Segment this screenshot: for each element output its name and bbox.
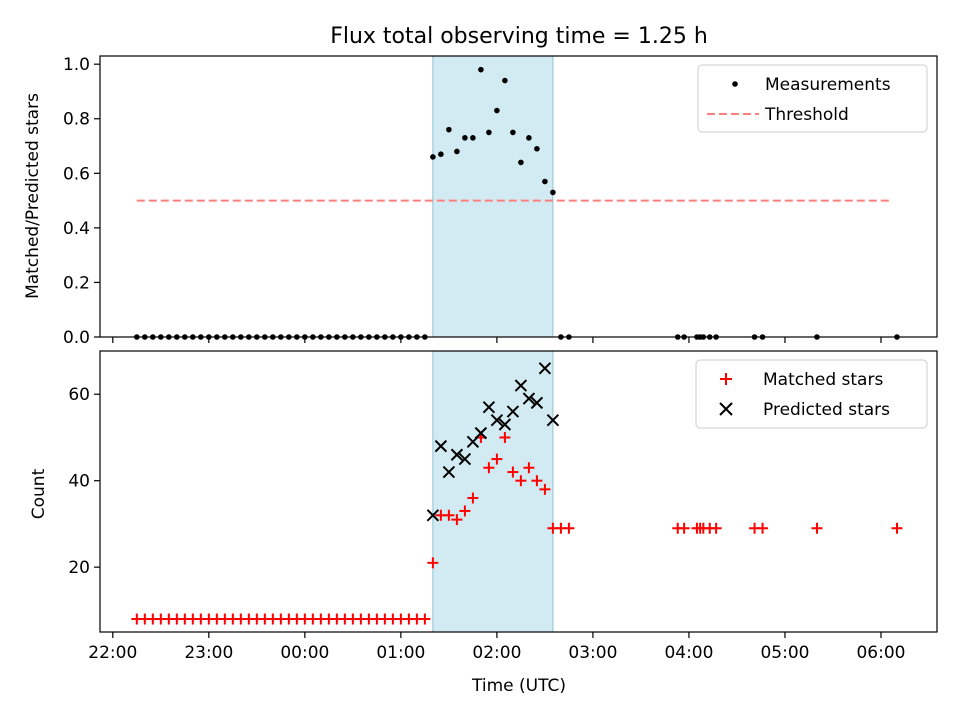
matched-star-point [710,522,722,534]
count-ytick-label: 40 [68,472,90,492]
ratio-y-axis-label: Matched/Predicted stars [23,93,43,299]
matched-star-point [515,475,527,487]
matched-star-point [507,466,519,478]
count-ytick-label: 20 [68,558,90,578]
xtick-label: 03:00 [568,643,617,663]
ratio-ytick-label: 0.4 [63,219,90,239]
legend-measurements-label: Measurements [765,75,891,95]
matched-star-point [531,475,543,487]
predicted-star-point [514,379,528,392]
measurement-point [446,126,452,133]
ratio-highlight-span [432,55,554,338]
xtick-label: 00:00 [280,643,329,663]
measurement-point [486,129,492,136]
predicted-star-point [490,413,504,427]
matched-star-point [523,462,535,474]
legend-predicted-label: Predicted stars [763,400,890,420]
matched-star-point [539,483,551,495]
measurement-point [510,129,516,136]
predicted-star-point [498,418,512,431]
matched-star-point [491,453,503,465]
xtick-label: 06:00 [856,643,905,663]
predicted-star-point [458,452,472,466]
ratio-legend: Measurements Threshold [697,64,928,133]
matched-star-point [499,431,511,443]
predicted-star-point [546,413,560,427]
xtick-label: 02:00 [472,643,521,663]
matched-star-point [459,505,471,517]
predicted-star-point [482,400,496,414]
measurement-point [526,135,532,141]
predicted-star-point [522,392,536,405]
measurement-point [478,66,484,73]
measurement-point [470,135,476,141]
ratio-ytick-label: 0.2 [63,273,90,293]
matched-star-point [678,522,690,534]
matched-star-point [563,522,575,534]
measurement-point [502,77,508,84]
matched-star-point [891,522,903,534]
predicted-star-point [450,448,464,461]
predicted-star-point [530,396,544,410]
measurement-point [462,135,468,141]
count-ytick-label: 60 [68,385,90,405]
ratio-panel-frame [99,55,938,338]
ratio-panel: 0.0 0.2 0.4 0.6 0.8 1.0 Matched/Predicted sta… [23,55,938,348]
x-axis-label: Time (UTC) [471,676,566,696]
predicted-star-point [426,509,440,522]
matched-star-point [427,557,439,569]
xtick-label: 01:00 [376,643,425,663]
count-y-axis-label: Count [29,468,49,519]
measurement-point [494,107,500,114]
measurement-point [430,154,436,160]
predicted-star-point [506,405,520,418]
legend-threshold-label: Threshold [764,105,849,125]
matched-star-point [443,509,455,521]
legend-predicted-marker [719,402,733,416]
predicted-star-point [442,465,456,479]
predicted-star-point [538,362,552,375]
predicted-star-point [474,426,488,440]
xtick-label: 05:00 [760,643,809,663]
measurement-point [454,148,460,155]
xtick-label: 04:00 [664,643,713,663]
xtick-label: 23:00 [184,643,233,663]
xtick-label: 22:00 [88,643,137,663]
count-panel: 20 40 60 22:00 23:00 00:00 01:00 02:00 03:00 04:… [29,350,938,696]
matched-star-point [483,462,495,474]
measurement-point [438,151,444,158]
matched-star-point [419,613,431,625]
measurement-point [534,145,540,152]
legend-measurements-marker [732,81,738,87]
ratio-ytick-label: 0.6 [63,164,90,184]
matched-star-point [757,522,769,534]
measurement-point [518,159,524,166]
measurement-point [550,189,556,196]
legend-matched-marker [720,373,732,385]
ratio-ytick-label: 0.8 [63,110,90,130]
legend-matched-label: Matched stars [763,370,883,390]
count-highlight-span [432,350,554,633]
chart-title: Flux total observing time = 1.25 h [330,24,708,49]
count-legend: Matched stars Predicted stars [695,359,928,429]
count-panel-frame [99,350,938,633]
measurement-point [542,178,548,185]
matched-star-point [467,492,479,504]
matched-star-point [811,522,823,534]
predicted-star-point [434,439,448,453]
ratio-ytick-label: 1.0 [63,55,90,75]
matched-star-point [451,514,463,526]
ratio-ytick-label: 0.0 [63,328,90,348]
